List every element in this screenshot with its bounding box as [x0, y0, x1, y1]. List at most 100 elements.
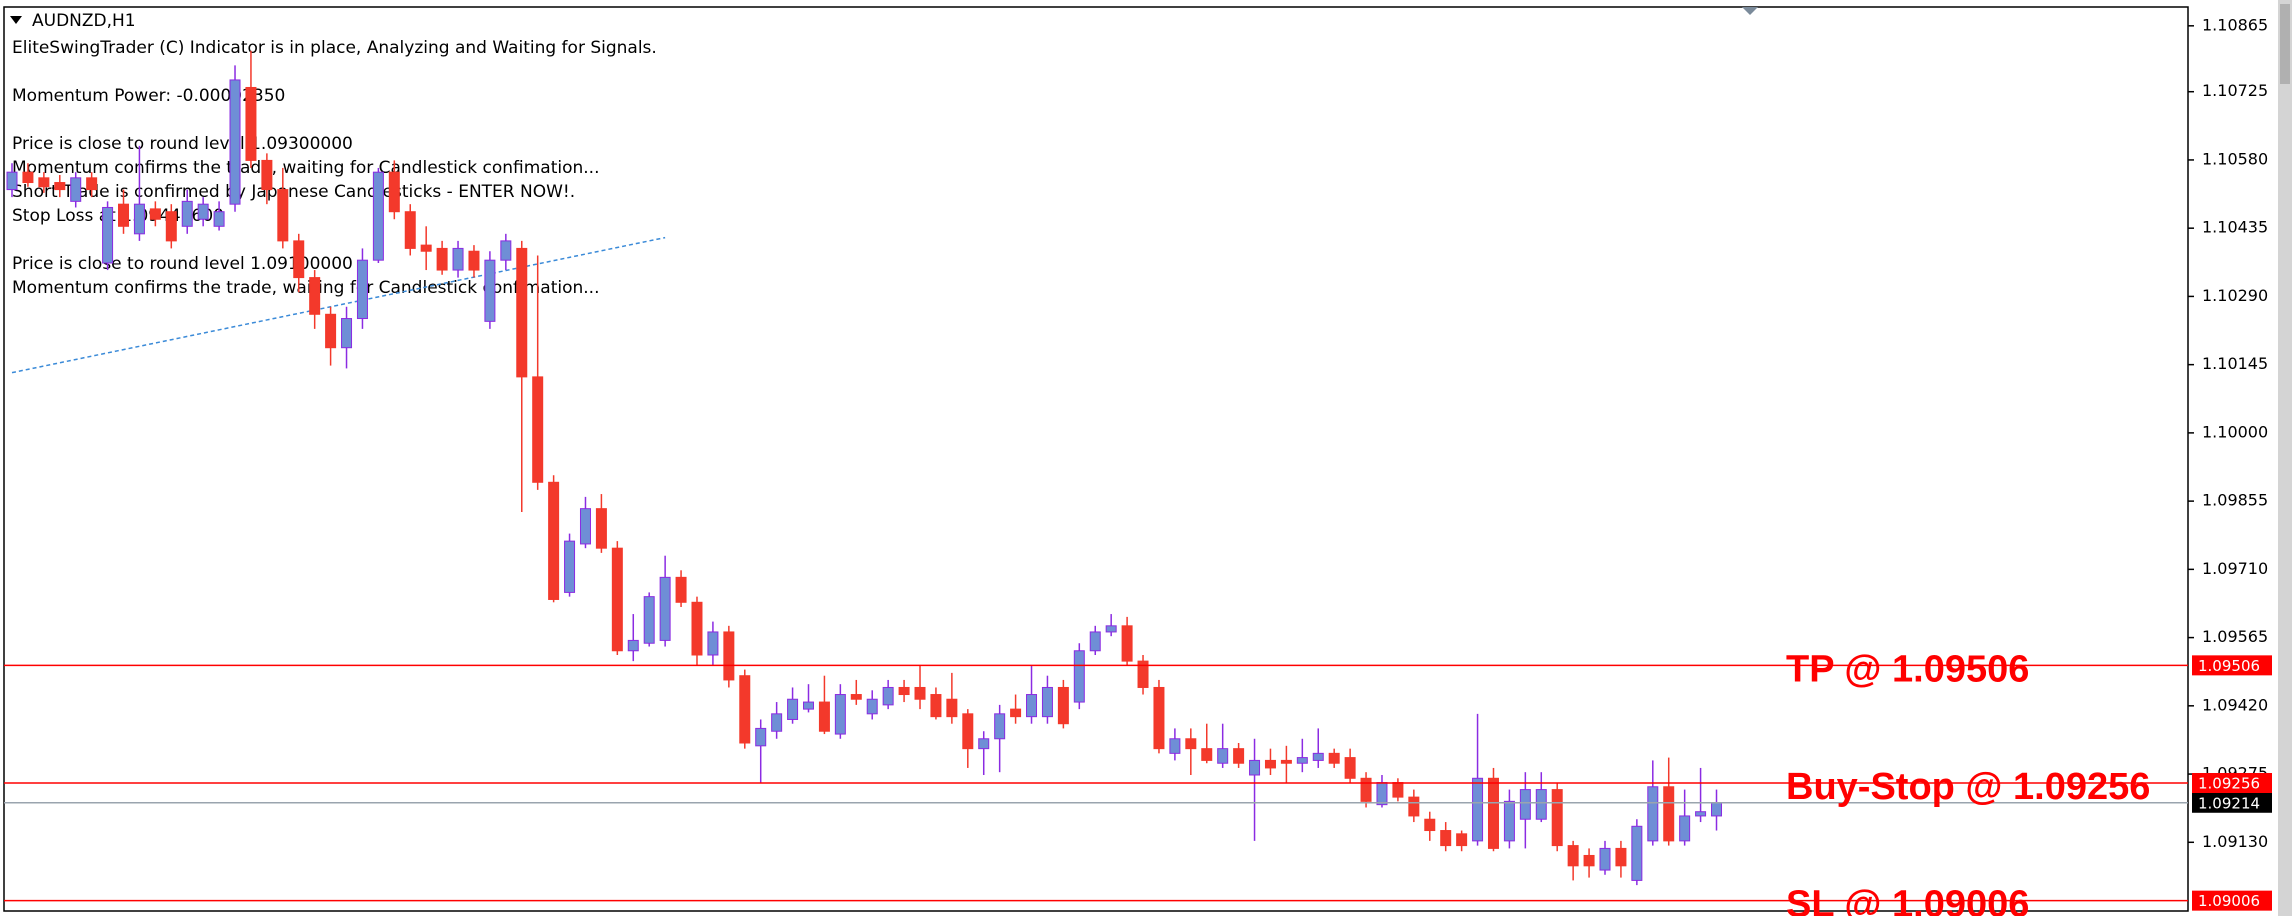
level-tag: 1.09256: [2198, 775, 2260, 793]
candle-body: [1137, 660, 1149, 688]
current-price-tag-box: [2192, 792, 2272, 813]
moving-average: [11, 236, 666, 374]
indicator-note: Momentum confirms the trade, waiting for…: [12, 278, 599, 298]
candle-body: [866, 698, 878, 715]
candle-body: [1392, 782, 1404, 798]
y-tick-label: 1.09565: [2202, 627, 2268, 646]
level-label: SL @ 1.09006: [1786, 884, 2029, 916]
y-tick-label: 1.10435: [2202, 218, 2268, 237]
candle-body: [213, 211, 225, 227]
candle-body: [38, 177, 50, 188]
candle-body: [1519, 789, 1531, 820]
y-tick-label: 1.10580: [2202, 149, 2268, 168]
candle-body: [149, 208, 161, 220]
candle-body: [1615, 847, 1627, 867]
candle-body: [181, 200, 193, 227]
candle-body: [325, 313, 337, 349]
shift-marker[interactable]: [1742, 7, 1758, 15]
candle-body: [118, 203, 130, 227]
candle-body: [341, 318, 353, 349]
candle-body: [70, 177, 82, 202]
candle-body: [500, 240, 512, 261]
candle-body: [6, 171, 18, 191]
candle-body: [803, 701, 814, 710]
candle-body: [1010, 708, 1022, 718]
candle-body: [595, 508, 607, 549]
indicator-note: EliteSwingTrader (C) Indicator is in pla…: [12, 38, 657, 58]
candle-body: [564, 540, 576, 593]
y-tick-label: 1.10000: [2202, 422, 2268, 441]
scrollbar[interactable]: [2278, 0, 2292, 916]
candle-body: [1105, 625, 1117, 633]
candle-body: [1233, 748, 1245, 764]
candle-body: [261, 159, 273, 191]
candle-body: [452, 247, 464, 271]
candle-body: [1312, 752, 1324, 761]
candle-body: [1201, 748, 1213, 761]
candle-body: [1185, 738, 1197, 750]
level-label: Buy-Stop @ 1.09256: [1786, 766, 2150, 808]
y-tick-label: 1.10145: [2202, 354, 2268, 373]
indicator-note: Momentum confirms the trade, waiting for…: [12, 158, 599, 178]
candle-body: [436, 247, 448, 271]
title-arrow[interactable]: [10, 16, 22, 24]
candle-body: [1631, 825, 1643, 881]
candle-body: [309, 277, 321, 315]
candle-body: [484, 259, 496, 322]
candle-body: [1217, 748, 1229, 764]
candle-body: [946, 698, 958, 718]
candle-body: [1503, 800, 1515, 842]
candle-body: [1567, 845, 1579, 867]
candle-body: [1472, 777, 1484, 842]
candle-body: [962, 713, 974, 750]
candle-body: [245, 86, 257, 161]
candle-body: [1487, 777, 1499, 849]
candle-body: [277, 189, 289, 242]
candle-body: [914, 686, 926, 700]
candle-body: [675, 576, 687, 603]
level-tag-box: [2192, 890, 2272, 911]
indicator-note: Price is close to round level 1.09300000: [12, 134, 353, 154]
candle-body: [1711, 802, 1723, 817]
candle-body: [723, 631, 735, 681]
candle-body: [771, 713, 783, 732]
candle-body: [1328, 752, 1340, 764]
candle-body: [1264, 759, 1276, 769]
candle-body: [102, 206, 114, 264]
candle-body: [611, 547, 623, 652]
candle-body: [579, 508, 591, 545]
candle-body: [86, 177, 98, 191]
candle-body: [229, 79, 241, 205]
candle-body: [420, 244, 432, 252]
candle-body: [707, 631, 719, 656]
scrollbar-thumb[interactable]: [2280, 4, 2290, 84]
indicator-note: Short Trade is confirmed by Japanese Can…: [12, 182, 575, 202]
candle-body: [1408, 796, 1420, 817]
candle-body: [133, 203, 145, 235]
candle-body: [755, 727, 767, 747]
candle-body: [691, 601, 703, 656]
candle-body: [165, 211, 177, 242]
level-tag-box: [2192, 655, 2272, 676]
candle-body: [1535, 789, 1547, 820]
candle-body: [1647, 786, 1659, 842]
candle-body: [1424, 818, 1436, 832]
candle-body: [1153, 686, 1165, 750]
candle-body: [850, 694, 862, 700]
candle-body: [930, 694, 942, 718]
candle-body: [1344, 757, 1356, 779]
y-tick-label: 1.10725: [2202, 81, 2268, 100]
candle-body: [1440, 830, 1452, 847]
candle-body: [1089, 631, 1101, 652]
candle-body: [787, 698, 799, 720]
candle-body: [1583, 854, 1595, 867]
chart-title: AUDNZD,H1: [32, 11, 136, 31]
indicator-note: Price is close to round level 1.09100000: [12, 254, 353, 274]
level-tag-box: [2192, 773, 2272, 793]
plot-frame: [3, 6, 2189, 912]
candle-body: [818, 701, 830, 732]
level-tag: 1.09506: [2198, 657, 2260, 675]
candle-body: [372, 171, 384, 261]
indicator-note: Momentum Power: -0.00002350: [12, 86, 285, 106]
